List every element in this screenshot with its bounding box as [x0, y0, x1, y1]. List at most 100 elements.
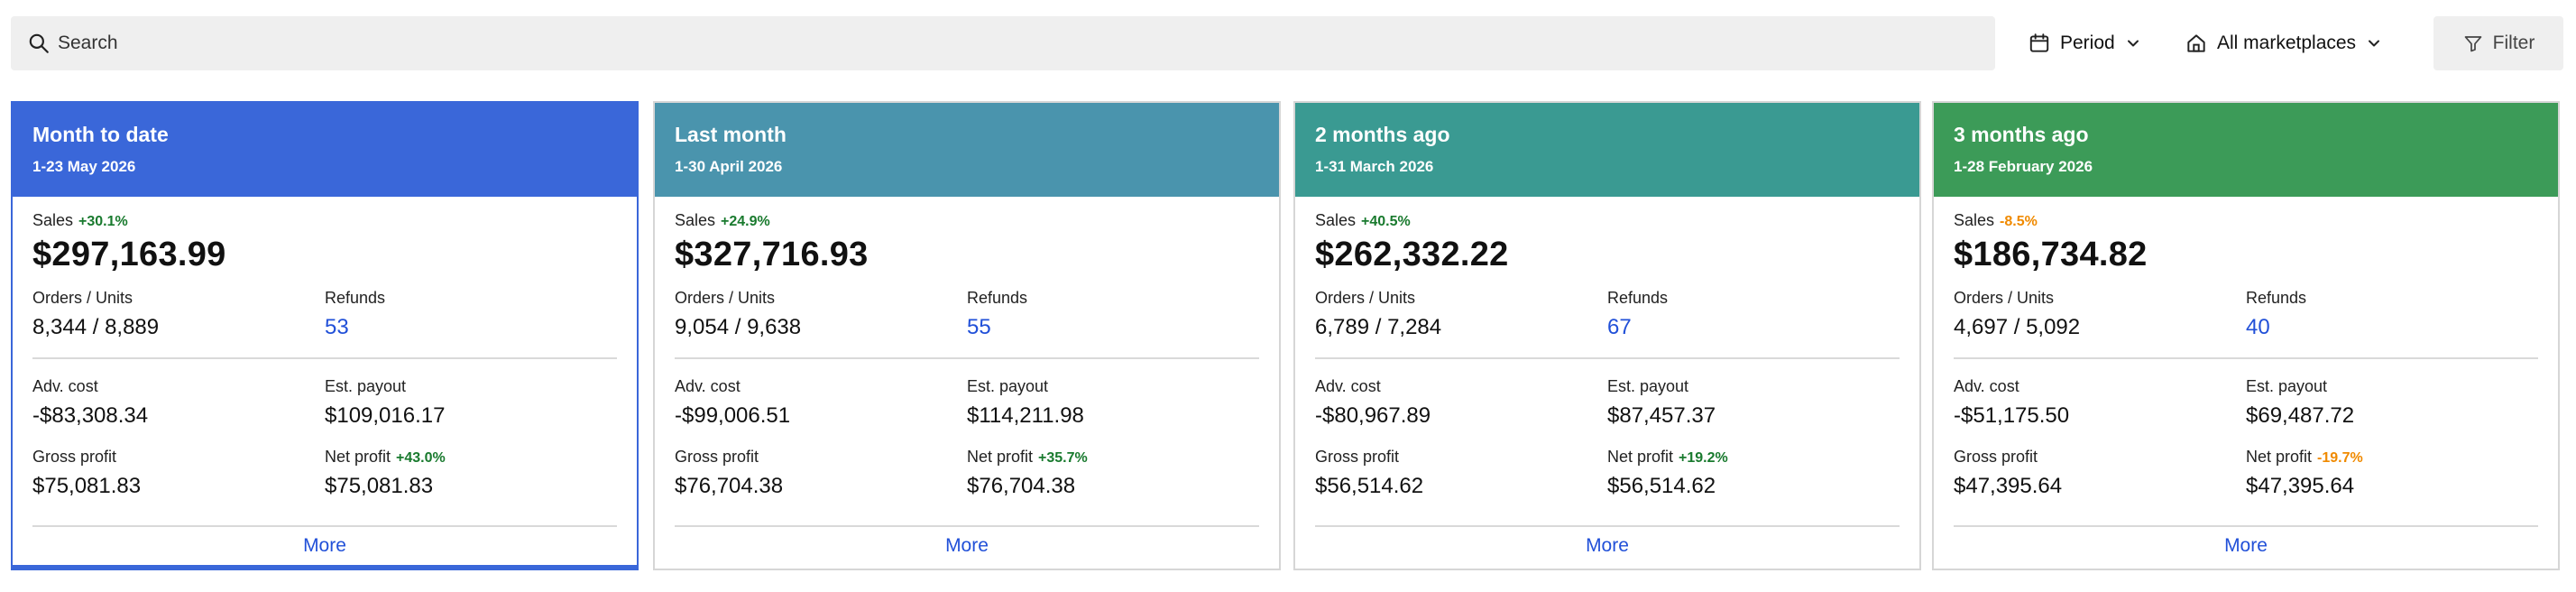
divider	[32, 357, 617, 359]
adv-cost-value: -$80,967.89	[1315, 403, 1431, 428]
period-label: Period	[2060, 32, 2115, 53]
more-link[interactable]: More	[32, 525, 617, 565]
period-dropdown[interactable]: Period	[2028, 16, 2142, 70]
refunds-label: Refunds	[1607, 289, 1669, 307]
period-card-2[interactable]: 2 months ago 1-31 March 2026 Sales +40.5%…	[1293, 101, 1921, 570]
net-profit-value: $75,081.83	[325, 474, 434, 498]
net-profit-change-badge: -19.7%	[2317, 450, 2363, 466]
cost-payout-row: Adv. cost -$80,967.89 Est. payout $87,45…	[1315, 359, 1900, 440]
est-payout-value: $114,211.98	[967, 403, 1084, 428]
orders-units-label: Orders / Units	[1315, 289, 1416, 307]
gross-profit-label: Gross profit	[675, 448, 759, 466]
filter-icon	[2464, 36, 2482, 52]
orders-refunds-row: Orders / Units 8,344 / 8,889 Refunds 53	[32, 280, 617, 352]
refunds-link[interactable]: 55	[967, 315, 991, 339]
cost-payout-row: Adv. cost -$83,308.34 Est. payout $109,0…	[32, 359, 617, 440]
card-date-range: 1-28 February 2026	[1954, 158, 2093, 175]
period-card-0[interactable]: Month to date 1-23 May 2026 Sales +30.1% …	[11, 101, 639, 570]
search-box[interactable]	[11, 16, 1995, 70]
card-date-range: 1-23 May 2026	[32, 158, 136, 175]
profit-row: Gross profit $76,704.38 Net profit +35.7%…	[675, 440, 1259, 518]
card-title: 2 months ago	[1315, 123, 1450, 146]
sales-label: Sales	[675, 211, 716, 229]
adv-cost-value: -$99,006.51	[675, 403, 791, 428]
active-card-indicator	[11, 565, 639, 570]
search-icon	[29, 33, 49, 53]
sales-label: Sales	[1954, 211, 1995, 229]
net-profit-label: Net profit	[2246, 448, 2313, 466]
sales-section: Sales +40.5% $262,332.22	[1315, 197, 1900, 280]
period-card-3[interactable]: 3 months ago 1-28 February 2026 Sales -8.…	[1932, 101, 2560, 570]
toolbar: Period All marketplaces Filter	[0, 0, 2576, 87]
est-payout-value: $87,457.37	[1607, 403, 1716, 428]
refunds-label: Refunds	[325, 289, 386, 307]
marketplace-dropdown[interactable]: All marketplaces	[2185, 16, 2383, 70]
refunds-link[interactable]: 40	[2246, 315, 2270, 339]
sales-section: Sales +30.1% $297,163.99	[32, 197, 617, 280]
gross-profit-label: Gross profit	[1315, 448, 1400, 466]
net-profit-value: $47,395.64	[2246, 474, 2355, 498]
more-link[interactable]: More	[1954, 525, 2538, 565]
filter-label: Filter	[2492, 32, 2535, 53]
more-link[interactable]: More	[1315, 525, 1900, 565]
net-profit-value: $76,704.38	[967, 474, 1076, 498]
card-body: Sales +40.5% $262,332.22 Orders / Units 6…	[1295, 197, 1919, 518]
orders-units-value: 8,344 / 8,889	[32, 315, 160, 339]
marketplace-label: All marketplaces	[2217, 32, 2357, 53]
search-input[interactable]	[58, 32, 1952, 54]
orders-units-value: 4,697 / 5,092	[1954, 315, 2081, 339]
orders-units-value: 6,789 / 7,284	[1315, 315, 1442, 339]
net-profit-change-badge: +19.2%	[1679, 450, 1728, 466]
refunds-label: Refunds	[967, 289, 1028, 307]
sales-label: Sales	[32, 211, 74, 229]
adv-cost-value: -$83,308.34	[32, 403, 149, 428]
orders-units-label: Orders / Units	[32, 289, 133, 307]
refunds-link[interactable]: 53	[325, 315, 349, 339]
sales-section: Sales -8.5% $186,734.82	[1954, 197, 2538, 280]
card-header: 3 months ago 1-28 February 2026	[1934, 103, 2558, 197]
filter-button[interactable]: Filter	[2433, 16, 2563, 70]
sales-change-badge: +24.9%	[721, 214, 770, 229]
orders-units-value: 9,054 / 9,638	[675, 315, 802, 339]
card-date-range: 1-30 April 2026	[675, 158, 783, 175]
card-body: Sales +24.9% $327,716.93 Orders / Units 9…	[655, 197, 1279, 518]
est-payout-value: $109,016.17	[325, 403, 446, 428]
est-payout-value: $69,487.72	[2246, 403, 2355, 428]
sales-label: Sales	[1315, 211, 1357, 229]
divider	[1315, 357, 1900, 359]
adv-cost-label: Adv. cost	[1954, 377, 2019, 395]
sales-value: $186,734.82	[1954, 236, 2148, 273]
period-card-1[interactable]: Last month 1-30 April 2026 Sales +24.9% $…	[653, 101, 1281, 570]
adv-cost-value: -$51,175.50	[1954, 403, 2070, 428]
gross-profit-value: $75,081.83	[32, 474, 142, 498]
divider	[1954, 357, 2538, 359]
sales-change-badge: +40.5%	[1361, 214, 1411, 229]
sales-value: $297,163.99	[32, 236, 226, 273]
refunds-link[interactable]: 67	[1607, 315, 1632, 339]
sales-change-badge: -8.5%	[2000, 214, 2038, 229]
orders-refunds-row: Orders / Units 9,054 / 9,638 Refunds 55	[675, 280, 1259, 352]
card-header: 2 months ago 1-31 March 2026	[1295, 103, 1919, 197]
card-body: Sales -8.5% $186,734.82 Orders / Units 4,…	[1934, 197, 2558, 518]
profit-row: Gross profit $47,395.64 Net profit -19.7%…	[1954, 440, 2538, 518]
card-body: Sales +30.1% $297,163.99 Orders / Units 8…	[13, 197, 637, 518]
orders-refunds-row: Orders / Units 4,697 / 5,092 Refunds 40	[1954, 280, 2538, 352]
net-profit-value: $56,514.62	[1607, 474, 1716, 498]
card-title: Last month	[675, 123, 787, 146]
gross-profit-value: $56,514.62	[1315, 474, 1424, 498]
gross-profit-label: Gross profit	[32, 448, 117, 466]
sales-value: $262,332.22	[1315, 236, 1509, 273]
adv-cost-label: Adv. cost	[32, 377, 98, 395]
cost-payout-row: Adv. cost -$51,175.50 Est. payout $69,48…	[1954, 359, 2538, 440]
net-profit-label: Net profit	[325, 448, 391, 466]
est-payout-label: Est. payout	[325, 377, 407, 395]
orders-units-label: Orders / Units	[675, 289, 776, 307]
divider	[675, 357, 1259, 359]
more-link[interactable]: More	[675, 525, 1259, 565]
gross-profit-value: $47,395.64	[1954, 474, 2063, 498]
card-header: Month to date 1-23 May 2026	[13, 103, 637, 197]
orders-refunds-row: Orders / Units 6,789 / 7,284 Refunds 67	[1315, 280, 1900, 352]
card-date-range: 1-31 March 2026	[1315, 158, 1434, 175]
net-profit-change-badge: +35.7%	[1038, 450, 1088, 466]
est-payout-label: Est. payout	[1607, 377, 1689, 395]
